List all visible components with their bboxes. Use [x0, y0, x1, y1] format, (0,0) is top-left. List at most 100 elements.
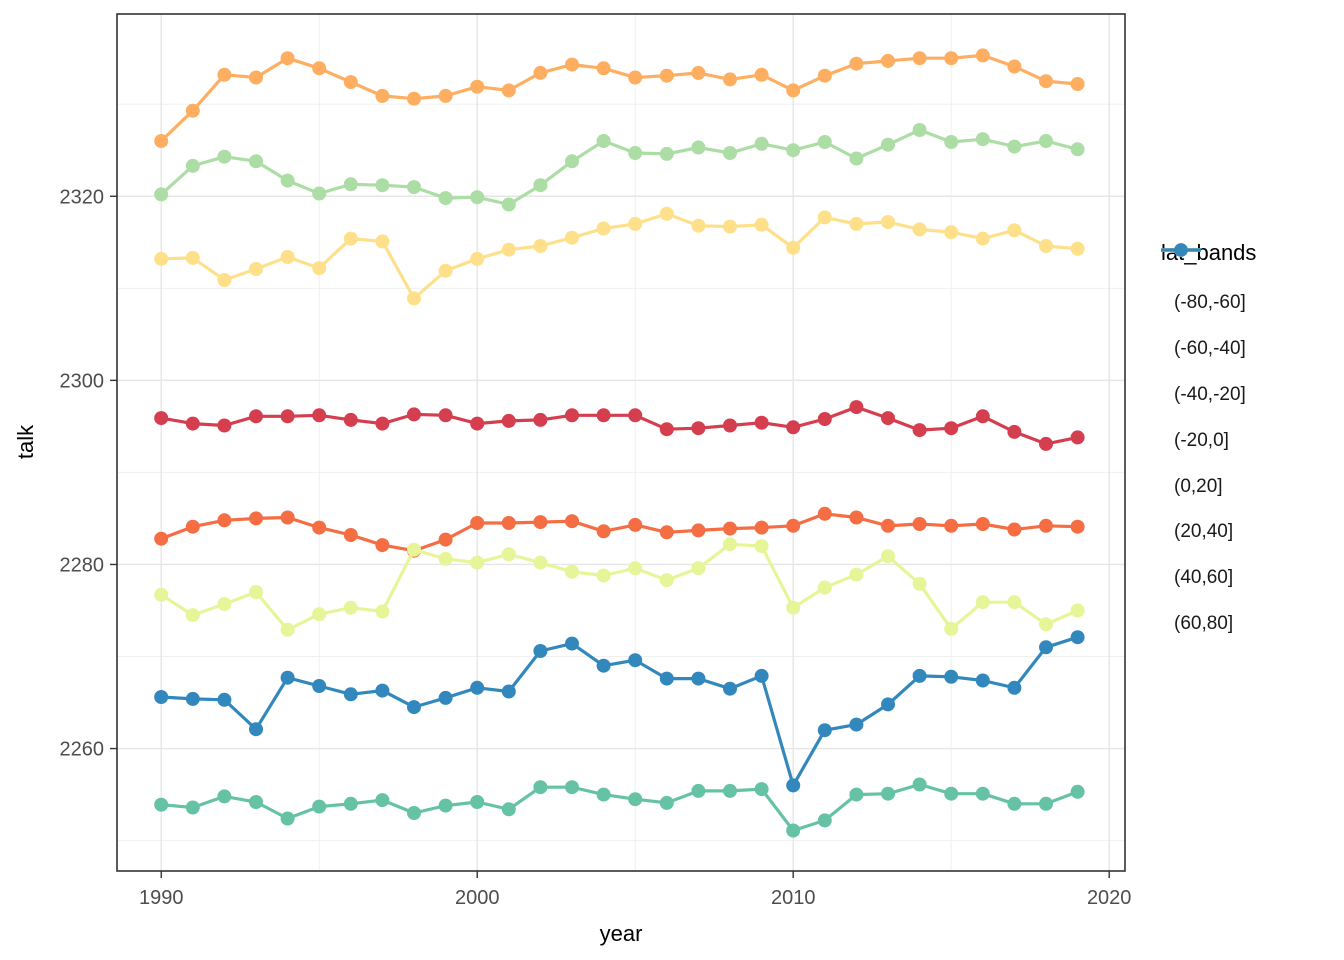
data-point: [1070, 519, 1085, 534]
data-point: [786, 823, 801, 838]
data-point: [817, 723, 832, 738]
data-point: [975, 132, 990, 147]
data-point: [438, 798, 453, 813]
data-point: [154, 134, 169, 148]
data-point: [754, 539, 769, 554]
data-point: [565, 154, 579, 169]
data-point: [375, 416, 390, 431]
data-point: [343, 231, 358, 246]
data-point: [975, 786, 990, 801]
y-tick-label: 2280: [60, 554, 105, 576]
data-point: [249, 70, 263, 85]
data-point: [628, 792, 643, 807]
data-point: [312, 186, 327, 201]
data-point: [280, 51, 295, 66]
data-point: [185, 103, 200, 118]
legend-item-label: (40,60]: [1174, 567, 1234, 589]
data-point: [470, 190, 485, 205]
data-point: [881, 697, 895, 712]
series-(40,60]: [154, 777, 1085, 838]
data-point: [912, 517, 927, 531]
data-point: [565, 564, 579, 579]
data-point: [533, 239, 548, 253]
data-point: [1007, 595, 1022, 610]
data-point: [312, 61, 327, 76]
data-point: [881, 215, 895, 229]
data-point: [154, 531, 169, 546]
series-(-20,0]: [154, 206, 1085, 306]
data-point: [312, 408, 327, 423]
data-point: [975, 595, 990, 610]
data-point: [407, 700, 421, 715]
gridlines: [117, 14, 1125, 871]
data-point: [975, 517, 990, 531]
data-point: [438, 532, 453, 547]
legend-items: (-80,-60] (-60,-40] (-40,-20] (-20,0] (0,20]…: [1161, 243, 1256, 647]
data-point: [565, 57, 579, 72]
data-point: [217, 789, 232, 804]
data-point: [501, 413, 516, 428]
data-point: [312, 679, 327, 693]
data-point: [754, 520, 769, 535]
data-point: [596, 787, 611, 802]
data-point: [1039, 74, 1053, 89]
data-point: [944, 421, 959, 436]
data-point: [501, 802, 516, 817]
data-point: [217, 692, 232, 707]
data-point: [659, 671, 674, 686]
data-point: [912, 576, 927, 591]
series-(-40,-20]: [154, 48, 1085, 148]
data-point: [596, 221, 611, 236]
data-point: [470, 79, 485, 94]
data-point: [596, 134, 611, 148]
data-point: [944, 621, 959, 636]
data-point: [691, 783, 706, 798]
data-point: [217, 67, 232, 82]
data-point: [185, 416, 200, 431]
data-point: [343, 177, 358, 192]
x-tick-label: 2000: [455, 887, 500, 909]
data-point: [849, 567, 864, 582]
data-point: [280, 173, 295, 188]
data-point: [628, 216, 643, 231]
legend-item-(0,20]: (0,20]: [1161, 243, 1256, 510]
legend-item-label: (-60,-40]: [1174, 337, 1246, 359]
data-point: [975, 48, 990, 63]
data-point: [691, 671, 706, 686]
data-point: [438, 263, 453, 278]
data-point: [1070, 241, 1085, 256]
legend-item-label: (20,40]: [1174, 521, 1234, 543]
data-point: [628, 561, 643, 576]
data-point: [1039, 239, 1053, 253]
data-point: [754, 668, 769, 683]
data-point: [723, 681, 737, 696]
y-tick-label: 2320: [60, 186, 105, 208]
data-point: [1007, 223, 1022, 238]
data-point: [1039, 134, 1053, 148]
data-point: [501, 197, 516, 212]
data-point: [659, 795, 674, 810]
data-point: [849, 717, 864, 732]
data-point: [438, 191, 453, 206]
legend-item-(-40,-20]: (-40,-20]: [1161, 243, 1256, 418]
data-point: [217, 273, 232, 287]
data-point: [944, 786, 959, 801]
data-point: [343, 75, 358, 90]
data-point: [375, 538, 390, 553]
data-point: [533, 780, 548, 795]
data-point: [596, 524, 611, 539]
data-point: [1070, 784, 1085, 799]
data-point: [438, 408, 453, 423]
data-point: [944, 225, 959, 240]
data-point: [1007, 139, 1022, 154]
data-point: [723, 537, 737, 552]
data-point: [343, 412, 358, 427]
data-point: [754, 217, 769, 232]
data-point: [849, 216, 864, 231]
data-point: [754, 415, 769, 430]
data-point: [659, 422, 674, 437]
data-point: [375, 683, 390, 698]
data-point: [1070, 142, 1085, 157]
data-point: [975, 409, 990, 424]
data-point: [786, 518, 801, 533]
